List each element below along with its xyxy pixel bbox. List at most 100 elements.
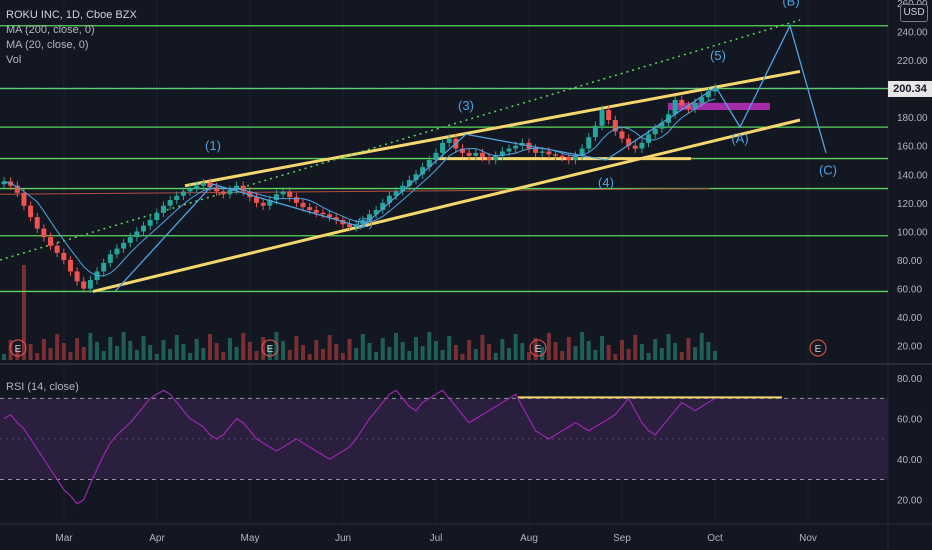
- rsi-tick-label: 40.00: [897, 455, 922, 466]
- candle-body: [513, 145, 519, 149]
- volume-bar: [666, 334, 671, 360]
- candle-body: [619, 131, 625, 139]
- earnings-marker-icon: [809, 339, 827, 357]
- volume-bar: [88, 333, 93, 360]
- volume-bar: [95, 342, 100, 360]
- candle-body: [420, 167, 426, 175]
- volume-bar: [55, 334, 60, 360]
- volume-bar: [580, 332, 585, 360]
- volume-bar: [593, 350, 598, 360]
- price-tick-label: 160.00: [897, 142, 928, 153]
- candle-body: [626, 138, 632, 146]
- volume-bar: [467, 340, 472, 360]
- candle-body: [393, 191, 399, 196]
- volume-bar: [134, 350, 139, 360]
- volume-bar: [314, 340, 319, 360]
- volume-bar: [181, 344, 186, 360]
- candle-body: [533, 148, 539, 153]
- ma200-legend[interactable]: MA (200, close, 0): [6, 24, 95, 36]
- volume-bar: [68, 352, 73, 360]
- candle-body: [539, 151, 545, 153]
- candle-body: [559, 155, 565, 158]
- wave-label: (3): [458, 98, 474, 113]
- volume-bar: [207, 334, 212, 360]
- candle-body: [685, 105, 691, 109]
- wave-label: (4): [598, 175, 614, 190]
- candle-body: [207, 182, 213, 188]
- candle-body: [74, 271, 80, 282]
- volume-bar: [360, 334, 365, 360]
- volume-bar: [247, 342, 252, 360]
- earnings-marker-label: E: [267, 344, 274, 355]
- volume-bar: [606, 345, 611, 360]
- volume-bar: [334, 344, 339, 360]
- candle-body: [612, 120, 618, 132]
- volume-bar: [420, 346, 425, 360]
- candle-body: [81, 281, 87, 289]
- wave-label: (2): [357, 215, 373, 230]
- volume-bar: [653, 339, 658, 360]
- candle-body: [101, 262, 107, 272]
- volume-bar: [221, 352, 226, 360]
- candle-body: [227, 190, 233, 195]
- earnings-marker-icon: [9, 339, 27, 357]
- volume-bar: [28, 344, 33, 360]
- earnings-marker-icon: [529, 339, 547, 357]
- candle-body: [493, 155, 499, 160]
- symbol-title[interactable]: ROKU INC, 1D, Cboe BZX: [6, 9, 137, 21]
- volume-bar: [274, 332, 279, 360]
- time-tick-label: Aug: [520, 533, 538, 544]
- candle-body: [107, 254, 113, 263]
- volume-bar: [21, 265, 26, 360]
- candle-body: [220, 191, 226, 195]
- volume-bar: [639, 344, 644, 360]
- candle-body: [679, 100, 685, 106]
- volume-legend[interactable]: Vol: [6, 54, 22, 66]
- ma20-legend[interactable]: MA (20, close, 0): [6, 39, 89, 51]
- candle-body: [167, 200, 173, 206]
- candle-body: [194, 185, 200, 189]
- resistance-box: [668, 102, 770, 110]
- candle-body: [67, 260, 73, 272]
- volume-bar: [673, 343, 678, 360]
- volume-bar: [447, 336, 452, 360]
- candle-body: [141, 225, 147, 232]
- candle-body: [473, 152, 479, 156]
- volume-bar: [387, 347, 392, 360]
- last-price-label: 200.34: [888, 81, 932, 97]
- volume-bar: [154, 354, 159, 360]
- volume-bar: [706, 342, 711, 360]
- volume-bar: [307, 354, 312, 360]
- wave-label: (B): [782, 0, 799, 9]
- volume-bar: [613, 354, 618, 360]
- price-tick-label: 100.00: [897, 227, 928, 238]
- rsi-legend[interactable]: RSI (14, close): [6, 381, 79, 393]
- candle-body: [506, 148, 512, 152]
- candle-body: [652, 128, 658, 135]
- candle-body: [433, 152, 439, 160]
- candle-body: [174, 195, 180, 200]
- time-tick-label: Apr: [149, 533, 165, 544]
- price-tick-label: 220.00: [897, 56, 928, 67]
- ma200-line: [0, 188, 711, 195]
- candle-body: [1, 181, 7, 185]
- wave-label: (C): [819, 162, 837, 177]
- volume-bar: [400, 342, 405, 360]
- volume-bar: [128, 341, 133, 360]
- earnings-marker-icon: [261, 339, 279, 357]
- candle-body: [459, 148, 465, 153]
- volume-bar: [48, 348, 53, 360]
- volume-bar: [480, 335, 485, 360]
- candle-body: [254, 197, 260, 203]
- candle-body: [14, 185, 20, 193]
- candle-body: [287, 191, 293, 198]
- candle-body: [632, 145, 638, 149]
- candle-body: [479, 152, 485, 158]
- volume-bar: [108, 337, 113, 360]
- ma20-line: [3, 98, 716, 277]
- time-tick-label: Mar: [55, 533, 73, 544]
- volume-bar: [327, 335, 332, 360]
- currency-button[interactable]: USD: [900, 4, 928, 22]
- chart-legend: ROKU INC, 1D, Cboe BZX MA (200, close, 0…: [6, 8, 137, 68]
